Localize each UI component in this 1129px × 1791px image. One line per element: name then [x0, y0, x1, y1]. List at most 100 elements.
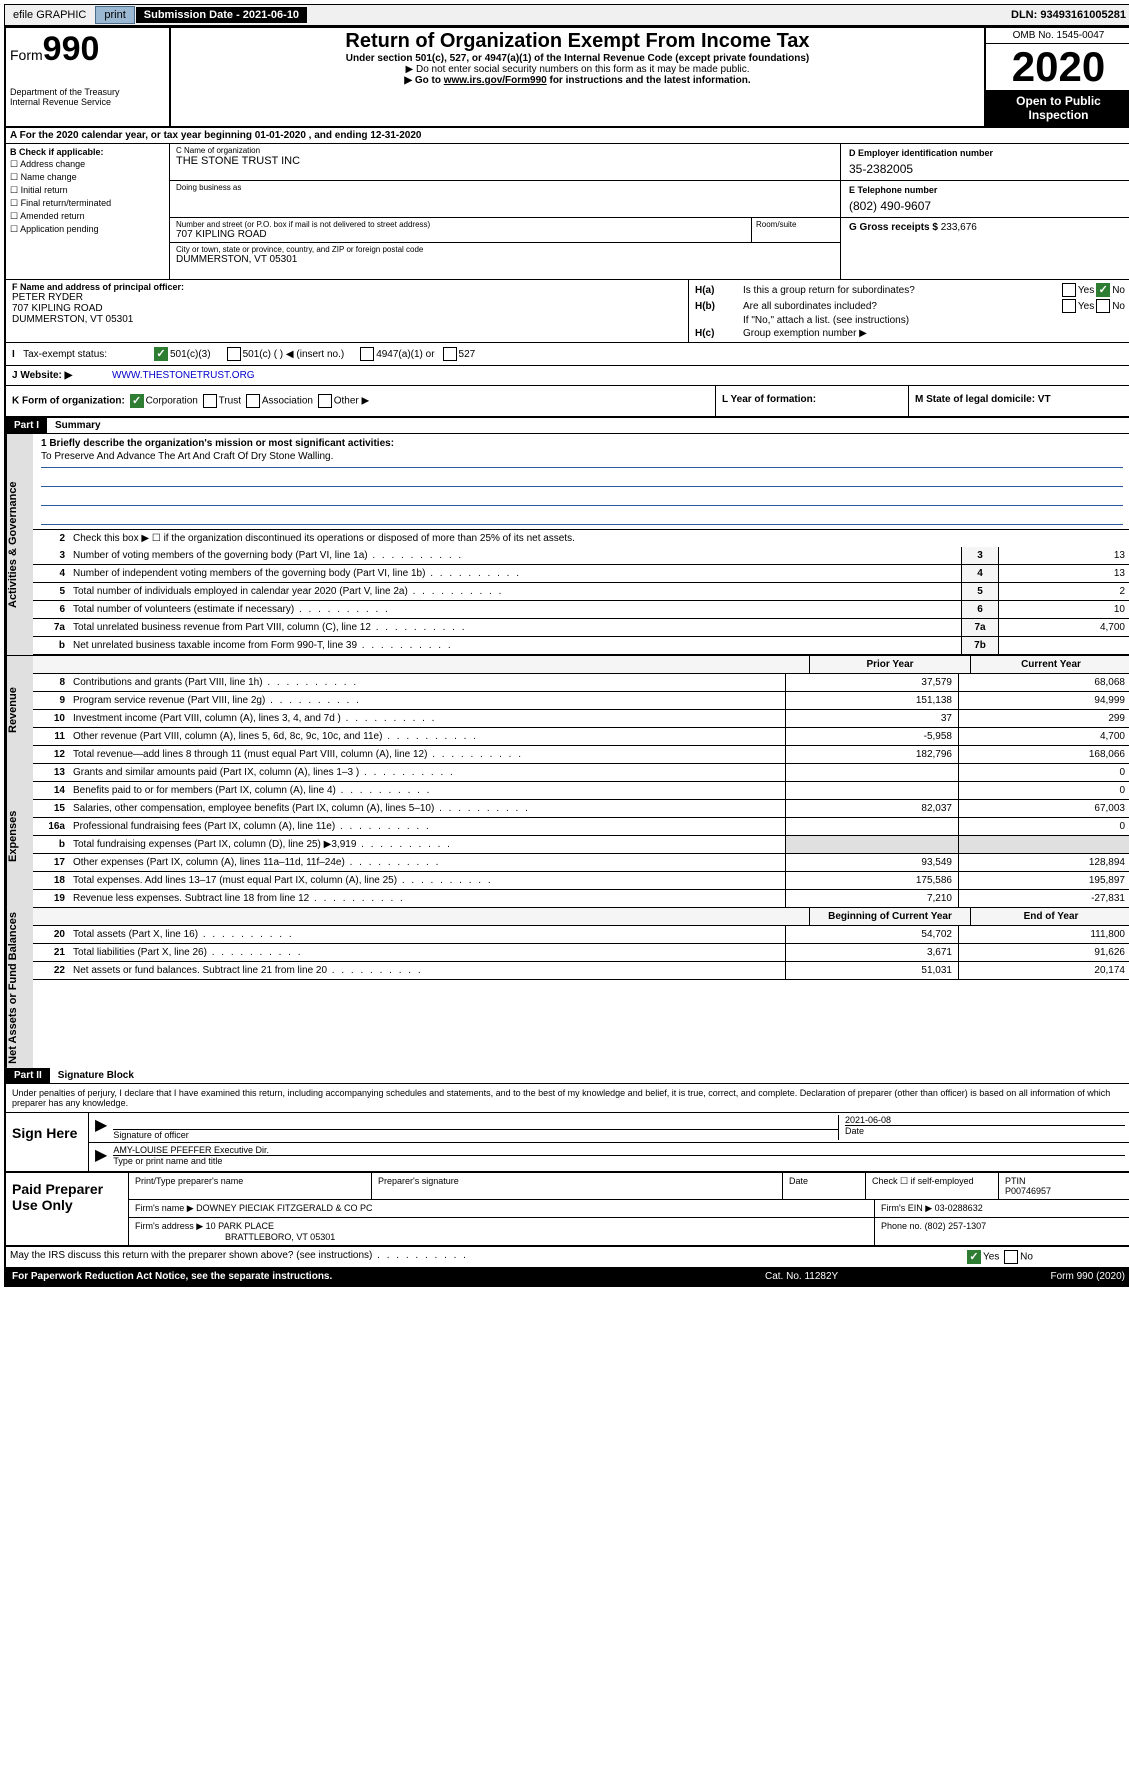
firm-addr-label: Firm's address ▶ — [135, 1221, 203, 1231]
chk-address-change[interactable]: ☐ Address change — [10, 158, 165, 171]
website-link[interactable]: WWW.THESTONETRUST.ORG — [112, 370, 255, 381]
discuss-yes[interactable] — [967, 1250, 981, 1264]
firm-phone: (802) 257-1307 — [925, 1221, 987, 1231]
row-current: 0 — [958, 782, 1129, 799]
form-number: 990 — [43, 30, 100, 68]
opt-501c3: 501(c)(3) — [170, 349, 211, 360]
row-desc: Salaries, other compensation, employee b… — [69, 800, 785, 817]
row-desc: Total revenue—add lines 8 through 11 (mu… — [69, 746, 785, 763]
row-prior: 82,037 — [785, 800, 958, 817]
row-current: 20,174 — [958, 962, 1129, 979]
section-f-h: F Name and address of principal officer:… — [6, 280, 1129, 343]
part1-rev: Revenue Prior Year Current Year 8 Contri… — [6, 655, 1129, 764]
row-key: 4 — [961, 565, 998, 582]
row-prior — [785, 836, 958, 853]
form-instr1: ▶ Do not enter social security numbers o… — [175, 64, 980, 75]
row-current: 68,068 — [958, 674, 1129, 691]
ha-label: H(a) — [695, 285, 743, 296]
side-net-assets: Net Assets or Fund Balances — [6, 908, 33, 1068]
box-f: F Name and address of principal officer:… — [6, 280, 689, 342]
chk-name-change[interactable]: ☐ Name change — [10, 171, 165, 184]
l-label: L Year of formation: — [722, 394, 816, 405]
opt-501c: 501(c) ( ) ◀ (insert no.) — [243, 349, 345, 360]
instr-post: for instructions and the latest informat… — [547, 75, 751, 86]
chk-other[interactable] — [318, 394, 332, 408]
hdr-prior: Prior Year — [809, 656, 970, 673]
part1-ag: Activities & Governance 1 Briefly descri… — [6, 434, 1129, 655]
row-num: 6 — [33, 601, 69, 618]
table-row: 5 Total number of individuals employed i… — [33, 583, 1129, 601]
chk-amended[interactable]: ☐ Amended return — [10, 210, 165, 223]
chk-501c3[interactable] — [154, 347, 168, 361]
chk-527[interactable] — [443, 347, 457, 361]
part2-header-row: Part II Signature Block — [6, 1068, 1129, 1084]
hb-yes[interactable] — [1062, 299, 1076, 313]
opt-assoc: Association — [262, 396, 313, 407]
row-desc: Grants and similar amounts paid (Part IX… — [69, 764, 785, 781]
table-row: 3 Number of voting members of the govern… — [33, 547, 1129, 565]
table-row: 22 Net assets or fund balances. Subtract… — [33, 962, 1129, 980]
table-row: 14 Benefits paid to or for members (Part… — [33, 782, 1129, 800]
row-desc: Total unrelated business revenue from Pa… — [69, 619, 961, 636]
chk-initial-return[interactable]: ☐ Initial return — [10, 184, 165, 197]
sig-officer-label: Signature of officer — [113, 1130, 188, 1140]
chk-pending[interactable]: ☐ Application pending — [10, 223, 165, 236]
row-current: 299 — [958, 710, 1129, 727]
row-current: 111,800 — [958, 926, 1129, 943]
chk-501c[interactable] — [227, 347, 241, 361]
dln: DLN: 93493161005281 — [1005, 7, 1129, 23]
chk-assoc[interactable] — [246, 394, 260, 408]
chk-corp[interactable] — [130, 394, 144, 408]
row-desc: Other expenses (Part IX, column (A), lin… — [69, 854, 785, 871]
opt-4947: 4947(a)(1) or — [376, 349, 434, 360]
ha-yes[interactable] — [1062, 283, 1076, 297]
tax-year: 2020 — [986, 44, 1129, 90]
row-num: 22 — [33, 962, 69, 979]
firm-phone-label: Phone no. — [881, 1221, 922, 1231]
table-row: 15 Salaries, other compensation, employe… — [33, 800, 1129, 818]
row-prior: 37 — [785, 710, 958, 727]
firm-name-label: Firm's name ▶ — [135, 1203, 194, 1213]
firm-name: DOWNEY PIECIAK FITZGERALD & CO PC — [196, 1203, 372, 1213]
officer-addr1: 707 KIPLING ROAD — [12, 303, 682, 314]
print-button[interactable]: print — [95, 6, 134, 24]
self-employed-check[interactable]: Check ☐ if self-employed — [866, 1173, 999, 1199]
officer-name: PETER RYDER — [12, 292, 682, 303]
row-num: 12 — [33, 746, 69, 763]
submission-date: Submission Date - 2021-06-10 — [136, 7, 307, 23]
k-label: K Form of organization: — [12, 396, 125, 407]
line1-label: 1 Briefly describe the organization's mi… — [41, 438, 394, 449]
row-num: 11 — [33, 728, 69, 745]
row-prior: 7,210 — [785, 890, 958, 907]
row-num: 9 — [33, 692, 69, 709]
discuss-no[interactable] — [1004, 1250, 1018, 1264]
chk-trust[interactable] — [203, 394, 217, 408]
efile-link[interactable]: efile GRAPHIC — [5, 7, 94, 23]
gross-label: G Gross receipts $ — [849, 222, 938, 233]
row-val: 13 — [998, 547, 1129, 564]
hb-text: Are all subordinates included? — [743, 301, 1060, 312]
row-desc: Professional fundraising fees (Part IX, … — [69, 818, 785, 835]
form-label: Form — [10, 47, 43, 63]
ein-value: 35-2382005 — [849, 158, 1123, 176]
ha-no[interactable] — [1096, 283, 1110, 297]
part2-badge: Part II — [6, 1068, 50, 1083]
hb-no[interactable] — [1096, 299, 1110, 313]
row-num: 20 — [33, 926, 69, 943]
phone-value: (802) 490-9607 — [849, 195, 1123, 213]
prep-date-label: Date — [783, 1173, 866, 1199]
form990-link[interactable]: www.irs.gov/Form990 — [444, 75, 547, 86]
perjury-text: Under penalties of perjury, I declare th… — [6, 1084, 1129, 1113]
row-num: b — [33, 836, 69, 853]
line2-text: Check this box ▶ ☐ if the organization d… — [69, 530, 1129, 547]
prep-sig-label: Preparer's signature — [372, 1173, 783, 1199]
hdr-current: Current Year — [970, 656, 1129, 673]
row-current: 128,894 — [958, 854, 1129, 871]
row-desc: Number of voting members of the governin… — [69, 547, 961, 564]
omb-number: OMB No. 1545-0047 — [986, 28, 1129, 44]
chk-4947[interactable] — [360, 347, 374, 361]
chk-final-return[interactable]: ☐ Final return/terminated — [10, 197, 165, 210]
row-prior: 182,796 — [785, 746, 958, 763]
table-row: 13 Grants and similar amounts paid (Part… — [33, 764, 1129, 782]
row-num: 19 — [33, 890, 69, 907]
